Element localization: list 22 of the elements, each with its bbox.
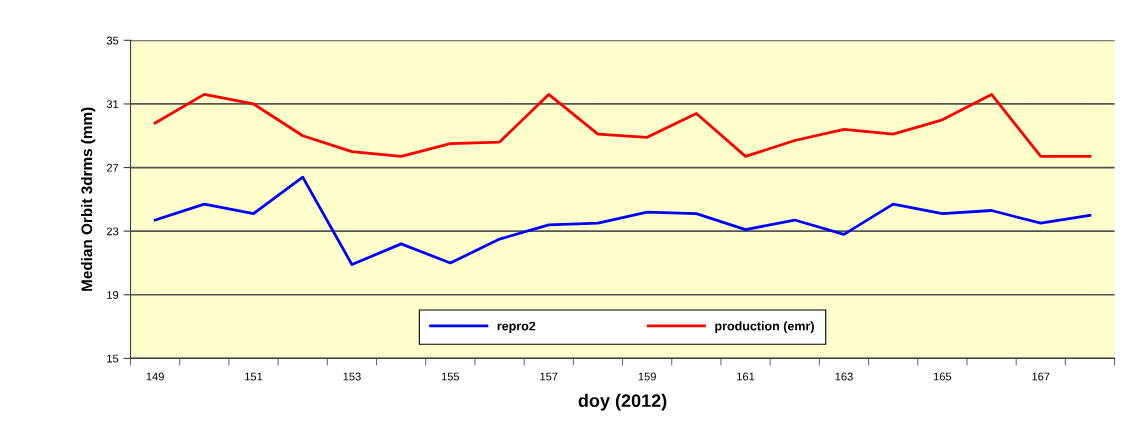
x-axis-title: doy (2012) (578, 393, 667, 411)
x-tick-label: 157 (540, 372, 558, 381)
x-tick-label: 159 (638, 372, 656, 381)
y-tick-label: 31 (106, 100, 119, 109)
legend-label: repro2 (497, 321, 536, 333)
line-series (153, 175, 1092, 266)
x-tick-label: 149 (146, 372, 164, 381)
x-tick-label: 161 (737, 372, 755, 381)
y-tick-label: 15 (107, 354, 119, 363)
x-tick-label: 155 (441, 372, 460, 381)
legend-label: production (emr) (715, 321, 814, 333)
x-tick-label: 151 (245, 372, 263, 381)
x-tick-label: 167 (1032, 372, 1050, 381)
y-tick-label: 35 (106, 36, 119, 45)
y-tick-label: 19 (107, 291, 119, 299)
y-tick-label: 27 (106, 163, 119, 172)
y-tick-label: 23 (106, 227, 119, 236)
x-tick-label: 165 (933, 372, 952, 381)
x-tick-label: 153 (343, 372, 361, 381)
y-axis-title: Median Orbit 3drms (mm) (81, 107, 96, 291)
x-tick-label: 163 (835, 372, 853, 381)
line-series (153, 93, 1092, 158)
